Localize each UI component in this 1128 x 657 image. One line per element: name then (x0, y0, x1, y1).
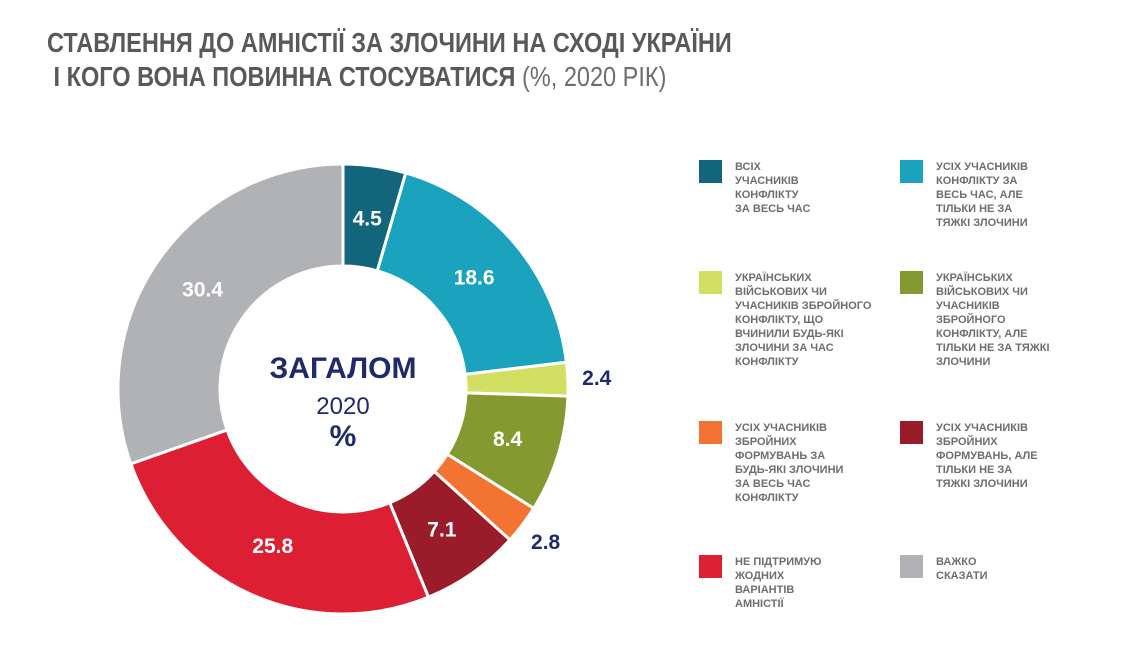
legend-swatch (699, 160, 722, 183)
data-label: 4.5 (353, 208, 383, 231)
donut-segment (128, 428, 431, 616)
legend-item: ВСІХ УЧАСНИКІВ КОНФЛІКТУ ЗА ВЕСЬ ЧАС (699, 160, 885, 216)
legend-label: УСІХ УЧАСНИКІВ ЗБРОЙНИХ ФОРМУВАНЬ ЗА БУД… (735, 422, 844, 504)
legend-label: УКРАЇНСЬКИХ ВІЙСЬКОВИХ ЧИ УЧАСНИКІВ ЗБРО… (936, 272, 1050, 368)
legend-label: УСІХ УЧАСНИКІВ ЗБРОЙНИХ ФОРМУВАНЬ, АЛЕ Т… (936, 422, 1038, 490)
donut-segment (116, 162, 345, 466)
legend-swatch (900, 271, 923, 294)
legend-item: УКРАЇНСЬКИХ ВІЙСЬКОВИХ ЧИ УЧАСНИКІВ ЗБРО… (699, 271, 885, 369)
data-label: 18.6 (454, 267, 495, 290)
data-label: 25.8 (252, 535, 293, 558)
legend-label: УКРАЇНСЬКИХ ВІЙСЬКОВИХ ЧИ УЧАСНИКІВ ЗБРО… (735, 272, 872, 368)
title-line-1: СТАВЛЕННЯ ДО АМНІСТІЇ ЗА ЗЛОЧИНИ НА СХОД… (47, 27, 732, 58)
center-year: 2020 (316, 393, 370, 420)
legend-label: УСІХ УЧАСНИКІВ КОНФЛІКТУ ЗА ВЕСЬ ЧАС, АЛ… (936, 161, 1028, 229)
legend-label: ВАЖКО СКАЗАТИ (936, 556, 988, 582)
data-label: 2.8 (531, 531, 561, 554)
legend-swatch (699, 555, 722, 578)
legend-swatch (900, 421, 923, 444)
center-label: ЗАГАЛОМ (269, 352, 417, 385)
legend-label: ВСІХ УЧАСНИКІВ КОНФЛІКТУ ЗА ВЕСЬ ЧАС (735, 161, 811, 215)
data-label: 30.4 (182, 279, 223, 302)
data-label: 8.4 (493, 428, 523, 451)
center-unit: % (329, 420, 357, 453)
data-label: 2.4 (582, 367, 612, 390)
legend-item: УСІХ УЧАСНИКІВ КОНФЛІКТУ ЗА ВЕСЬ ЧАС, АЛ… (900, 160, 1086, 230)
donut-segment (375, 171, 569, 377)
legend-swatch (900, 160, 923, 183)
title-line-2-main: І КОГО ВОНА ПОВИННА СТОСУВАТИСЯ (47, 61, 516, 92)
legend-item: ВАЖКО СКАЗАТИ (900, 555, 1086, 583)
legend-item: УСІХ УЧАСНИКІВ ЗБРОЙНИХ ФОРМУВАНЬ ЗА БУД… (699, 421, 885, 505)
chart-title: СТАВЛЕННЯ ДО АМНІСТІЇ ЗА ЗЛОЧИНИ НА СХОД… (47, 26, 732, 94)
title-line-2: І КОГО ВОНА ПОВИННА СТОСУВАТИСЯ (%, 2020… (47, 60, 732, 94)
data-label: 7.1 (427, 519, 457, 542)
legend-swatch (699, 271, 722, 294)
legend-item: УСІХ УЧАСНИКІВ ЗБРОЙНИХ ФОРМУВАНЬ, АЛЕ Т… (900, 421, 1086, 491)
legend-swatch (900, 555, 923, 578)
legend-label: НЕ ПІДТРИМУЮ ЖОДНИХ ВАРІАНТІВ АМНІСТІЇ (735, 556, 822, 610)
title-suffix: (%, 2020 РІК) (515, 61, 667, 92)
legend-item: НЕ ПІДТРИМУЮ ЖОДНИХ ВАРІАНТІВ АМНІСТІЇ (699, 555, 885, 611)
legend-item: УКРАЇНСЬКИХ ВІЙСЬКОВИХ ЧИ УЧАСНИКІВ ЗБРО… (900, 271, 1086, 369)
legend-swatch (699, 421, 722, 444)
